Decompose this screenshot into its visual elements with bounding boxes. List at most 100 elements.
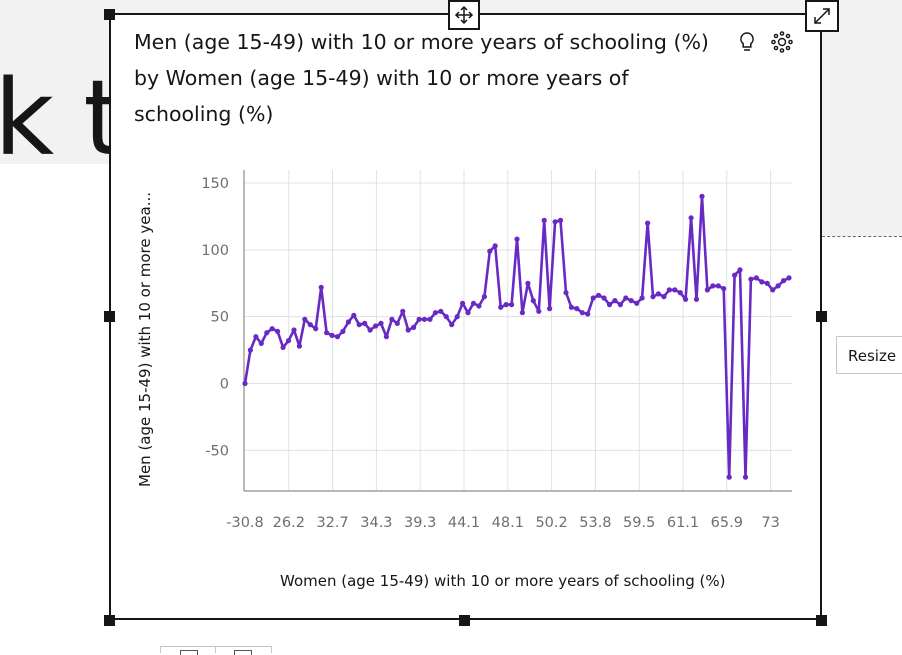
data-point[interactable] bbox=[334, 334, 341, 340]
data-point[interactable] bbox=[557, 217, 564, 223]
resize-handle-bottom-right[interactable] bbox=[816, 615, 827, 626]
data-point[interactable] bbox=[612, 298, 618, 304]
data-point[interactable] bbox=[726, 474, 732, 480]
data-point[interactable] bbox=[275, 328, 281, 334]
data-point[interactable] bbox=[247, 347, 253, 353]
data-point[interactable] bbox=[759, 279, 765, 285]
data-point[interactable] bbox=[329, 332, 335, 338]
resize-handle-bottom-middle[interactable] bbox=[459, 615, 470, 626]
data-point[interactable] bbox=[476, 303, 482, 309]
data-point[interactable] bbox=[645, 220, 651, 226]
data-point[interactable] bbox=[650, 294, 656, 300]
lightbulb-icon[interactable] bbox=[736, 30, 758, 54]
data-point[interactable] bbox=[683, 296, 689, 302]
data-point[interactable] bbox=[563, 290, 569, 296]
resize-handle-middle-left[interactable] bbox=[104, 311, 115, 322]
data-point[interactable] bbox=[487, 248, 493, 254]
expand-button[interactable] bbox=[805, 0, 839, 32]
data-point[interactable] bbox=[394, 320, 400, 326]
data-point[interactable] bbox=[568, 304, 575, 310]
data-point[interactable] bbox=[628, 298, 634, 304]
data-point[interactable] bbox=[362, 320, 368, 326]
data-point[interactable] bbox=[492, 243, 498, 249]
data-point[interactable] bbox=[416, 316, 422, 322]
data-point[interactable] bbox=[253, 334, 259, 340]
data-point[interactable] bbox=[264, 330, 270, 336]
data-point[interactable] bbox=[481, 294, 487, 300]
data-point[interactable] bbox=[574, 306, 580, 312]
data-point[interactable] bbox=[623, 295, 629, 301]
data-point[interactable] bbox=[530, 298, 536, 304]
data-point[interactable] bbox=[688, 215, 694, 221]
data-point[interactable] bbox=[367, 327, 373, 333]
data-point[interactable] bbox=[775, 283, 781, 289]
data-point[interactable] bbox=[340, 328, 346, 334]
data-point[interactable] bbox=[324, 330, 330, 336]
data-point[interactable] bbox=[465, 310, 471, 316]
resize-handle-bottom-left[interactable] bbox=[104, 615, 115, 626]
data-point[interactable] bbox=[269, 326, 275, 332]
data-point[interactable] bbox=[519, 310, 526, 316]
data-point[interactable] bbox=[547, 306, 553, 312]
data-point[interactable] bbox=[411, 324, 417, 330]
data-point[interactable] bbox=[672, 287, 678, 293]
data-point[interactable] bbox=[737, 267, 743, 273]
resize-handle-middle-right[interactable] bbox=[816, 311, 827, 322]
data-point[interactable] bbox=[617, 302, 624, 308]
data-point[interactable] bbox=[661, 294, 667, 300]
data-point[interactable] bbox=[498, 304, 504, 310]
data-point[interactable] bbox=[601, 295, 607, 301]
data-point[interactable] bbox=[596, 292, 602, 298]
data-point[interactable] bbox=[285, 338, 292, 344]
data-point[interactable] bbox=[383, 334, 389, 340]
data-point[interactable] bbox=[764, 280, 770, 286]
data-point[interactable] bbox=[460, 300, 466, 306]
data-point[interactable] bbox=[585, 311, 591, 317]
data-point[interactable] bbox=[258, 340, 264, 346]
move-handle[interactable] bbox=[448, 0, 480, 30]
data-point[interactable] bbox=[449, 322, 455, 328]
data-point[interactable] bbox=[541, 217, 547, 223]
data-point[interactable] bbox=[313, 326, 319, 332]
data-point[interactable] bbox=[307, 322, 313, 328]
data-point[interactable] bbox=[454, 314, 460, 320]
data-point[interactable] bbox=[356, 322, 362, 328]
data-point[interactable] bbox=[525, 280, 531, 286]
data-point[interactable] bbox=[721, 286, 727, 292]
data-point[interactable] bbox=[378, 320, 384, 326]
data-point[interactable] bbox=[732, 272, 738, 278]
data-point[interactable] bbox=[590, 295, 596, 301]
data-point[interactable] bbox=[291, 327, 297, 333]
data-point[interactable] bbox=[351, 312, 357, 318]
data-point[interactable] bbox=[438, 308, 444, 314]
data-point[interactable] bbox=[389, 316, 395, 322]
data-point[interactable] bbox=[427, 316, 433, 322]
data-point[interactable] bbox=[373, 323, 379, 329]
data-point[interactable] bbox=[753, 275, 760, 281]
settings-icon[interactable] bbox=[770, 30, 794, 54]
data-point[interactable] bbox=[296, 343, 302, 349]
data-point[interactable] bbox=[318, 284, 324, 290]
data-point[interactable] bbox=[742, 474, 749, 480]
data-point[interactable] bbox=[405, 327, 411, 333]
data-point[interactable] bbox=[579, 310, 585, 316]
data-point[interactable] bbox=[509, 302, 515, 308]
data-point[interactable] bbox=[432, 310, 438, 316]
data-point[interactable] bbox=[280, 344, 286, 350]
data-point[interactable] bbox=[421, 316, 428, 322]
data-point[interactable] bbox=[666, 287, 672, 293]
data-point[interactable] bbox=[514, 236, 520, 242]
data-point[interactable] bbox=[345, 319, 351, 325]
data-point[interactable] bbox=[677, 290, 683, 296]
data-point[interactable] bbox=[242, 380, 248, 387]
data-point[interactable] bbox=[470, 300, 477, 306]
data-point[interactable] bbox=[536, 308, 542, 314]
data-point[interactable] bbox=[748, 276, 754, 282]
data-point[interactable] bbox=[503, 302, 509, 308]
data-point[interactable] bbox=[655, 291, 662, 297]
data-point[interactable] bbox=[699, 193, 705, 199]
data-point[interactable] bbox=[552, 219, 558, 225]
data-point[interactable] bbox=[781, 278, 787, 284]
data-point[interactable] bbox=[704, 287, 711, 293]
data-point[interactable] bbox=[639, 295, 645, 301]
